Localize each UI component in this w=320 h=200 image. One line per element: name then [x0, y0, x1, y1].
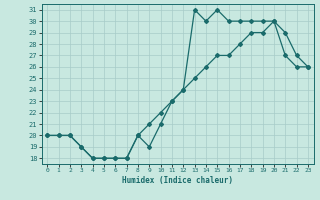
X-axis label: Humidex (Indice chaleur): Humidex (Indice chaleur): [122, 176, 233, 185]
